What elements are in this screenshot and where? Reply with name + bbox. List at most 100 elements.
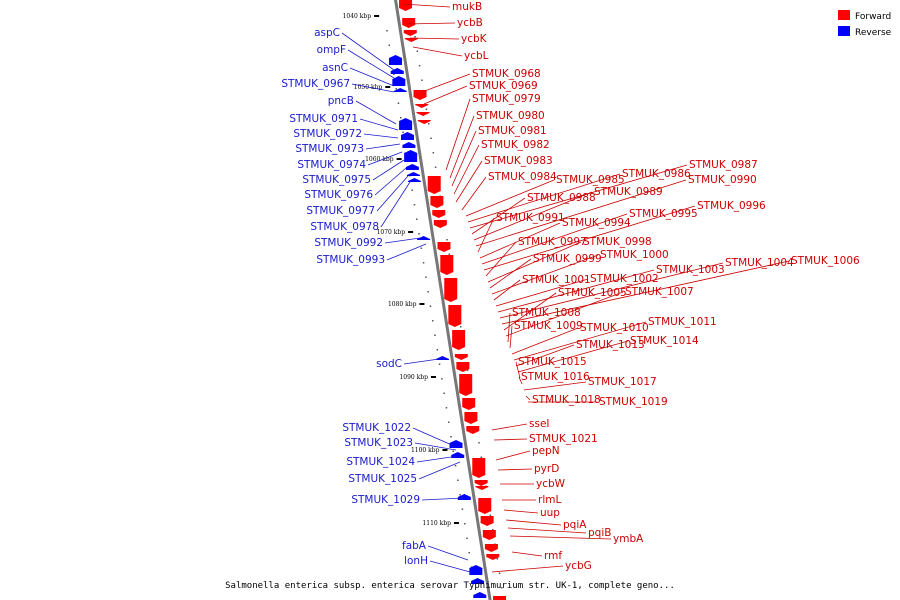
reverse-gene-label: STMUK_0978	[310, 221, 379, 233]
reverse-label-connector	[412, 427, 455, 447]
minor-tick	[478, 442, 480, 444]
forward-gene-label: STMUK_0968	[472, 68, 541, 80]
scale-tick-mark	[374, 15, 380, 17]
forward-gene-label: STMUK_0989	[594, 186, 663, 198]
minor-tick	[397, 102, 400, 104]
forward-gene-label: STMUK_0990	[688, 174, 757, 186]
scale-tick-mark	[442, 449, 448, 451]
scale-tick-label: 1100 kbp	[411, 447, 440, 454]
gene-features	[389, 0, 507, 600]
forward-gene-feature	[427, 176, 441, 194]
forward-label-connector	[503, 292, 557, 331]
minor-tick	[461, 508, 464, 510]
forward-label-connector	[501, 260, 790, 325]
minor-tick	[468, 552, 471, 554]
forward-gene-label: STMUK_1019	[599, 396, 668, 408]
reverse-gene-label: STMUK_1025	[348, 473, 417, 485]
reverse-gene-feature	[449, 440, 463, 448]
forward-label-connector	[483, 205, 696, 271]
backbone-line	[394, 0, 492, 600]
forward-gene-feature	[403, 30, 417, 36]
reverse-label-connector	[414, 442, 457, 451]
reverse-label-connector	[416, 455, 459, 463]
minor-tick	[434, 334, 436, 336]
forward-gene-label: rlmL	[538, 494, 561, 506]
forward-gene-label: STMUK_0986	[622, 168, 691, 180]
reverse-label-connector	[372, 159, 405, 181]
forward-label-connector	[445, 98, 471, 171]
minor-tick	[431, 320, 434, 322]
reverse-label-connector	[427, 545, 469, 561]
forward-label-connector	[497, 269, 655, 313]
forward-gene-feature	[480, 516, 494, 526]
forward-gene-label: STMUK_1006	[791, 255, 860, 267]
forward-label-connector	[465, 179, 555, 217]
minor-tick	[418, 233, 420, 235]
gene-labels: mukBycbBycbKycbLSTMUK_0968STMUK_0969STMU…	[281, 1, 860, 572]
forward-gene-label: STMUK_1003	[656, 264, 725, 276]
forward-gene-label: STMUK_0995	[629, 208, 698, 220]
minor-tick	[463, 523, 466, 525]
forward-gene-feature	[413, 90, 427, 100]
scale-tick-mark	[385, 86, 391, 88]
reverse-gene-label: fabA	[402, 540, 427, 552]
reverse-gene-label: STMUK_0993	[316, 254, 385, 266]
forward-gene-label: pqiB	[588, 527, 611, 539]
forward-label-connector	[525, 395, 531, 401]
minor-tick	[422, 262, 425, 264]
minor-tick	[402, 131, 404, 133]
reverse-gene-feature	[393, 88, 407, 92]
forward-gene-feature	[482, 530, 496, 540]
forward-gene-feature	[415, 104, 429, 108]
forward-label-connector	[517, 340, 629, 373]
minor-tick	[428, 123, 430, 125]
minor-tick	[446, 239, 448, 241]
forward-label-connector	[509, 535, 612, 540]
forward-gene-feature	[456, 362, 470, 372]
minor-tick	[421, 79, 423, 81]
forward-gene-label: STMUK_1017	[588, 376, 657, 388]
forward-gene-label: STMUK_1013	[576, 339, 645, 351]
reverse-gene-label: STMUK_0971	[289, 113, 358, 125]
forward-label-connector	[469, 164, 688, 229]
forward-gene-feature	[475, 486, 489, 490]
reverse-label-connector	[418, 461, 461, 480]
forward-gene-label: STMUK_1007	[625, 286, 694, 298]
forward-gene-label: STMUK_0991	[496, 212, 565, 224]
forward-gene-feature	[462, 398, 476, 410]
forward-label-connector	[493, 438, 528, 441]
reverse-gene-label: STMUK_0976	[304, 189, 373, 201]
forward-gene-label: STMUK_1011	[648, 316, 717, 328]
reverse-gene-feature	[469, 565, 483, 575]
forward-gene-label: STMUK_1005	[558, 287, 627, 299]
minor-tick	[425, 108, 428, 110]
forward-gene-feature	[416, 112, 430, 116]
forward-label-connector	[499, 262, 724, 319]
forward-gene-feature	[432, 210, 446, 218]
forward-label-connector	[451, 130, 477, 187]
forward-gene-feature	[472, 458, 486, 478]
forward-gene-label: pepN	[532, 445, 560, 457]
minor-tick	[418, 65, 421, 67]
reverse-gene-label: pncB	[328, 95, 354, 107]
forward-gene-feature	[474, 480, 488, 486]
forward-label-connector	[507, 527, 587, 534]
minor-tick	[443, 392, 445, 394]
forward-gene-label: STMUK_0987	[689, 159, 758, 171]
forward-label-connector	[449, 115, 475, 179]
reverse-gene-label: asnC	[322, 62, 348, 74]
map-caption: Salmonella enterica subsp. enterica sero…	[225, 581, 675, 591]
minor-tick	[438, 363, 441, 365]
minor-tick	[459, 326, 462, 328]
legend-reverse-swatch	[838, 26, 850, 36]
forward-gene-label: STMUK_0985	[556, 174, 625, 186]
minor-tick	[415, 218, 418, 220]
forward-gene-label: STMUK_0979	[472, 93, 541, 105]
forward-gene-feature	[478, 498, 492, 514]
forward-gene-label: STMUK_1008	[512, 307, 581, 319]
reverse-gene-feature	[404, 150, 418, 162]
legend-forward-label: Forward	[855, 12, 891, 22]
reverse-label-connector	[367, 151, 403, 166]
minor-tick	[430, 137, 432, 139]
